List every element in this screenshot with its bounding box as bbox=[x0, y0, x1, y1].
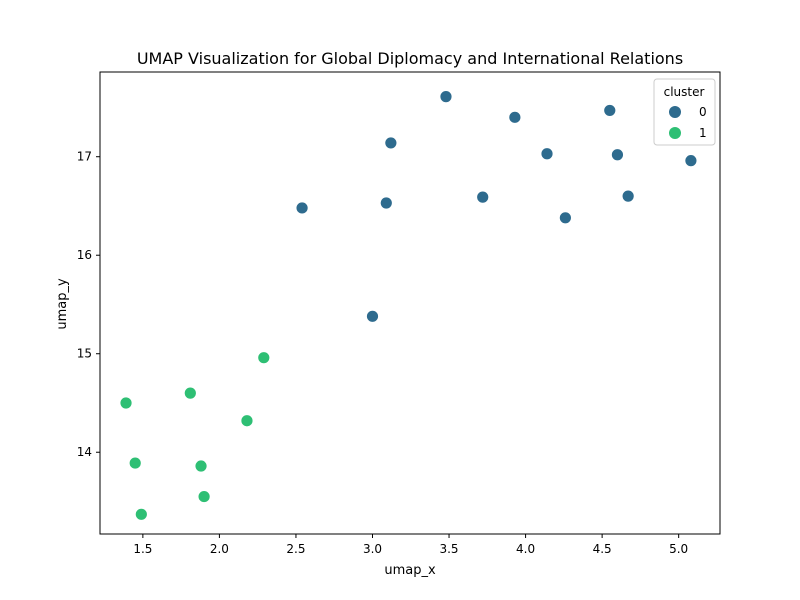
x-tick-label: 3.5 bbox=[439, 542, 458, 556]
y-tick-label: 15 bbox=[77, 347, 92, 361]
data-point-cluster-1 bbox=[240, 414, 254, 428]
y-tick-label: 17 bbox=[77, 150, 92, 164]
plot-frame bbox=[99, 71, 721, 535]
x-tick-label: 3.0 bbox=[363, 542, 382, 556]
legend-box bbox=[653, 78, 716, 146]
x-tick-label: 5.0 bbox=[669, 542, 688, 556]
x-tick-label: 2.5 bbox=[286, 542, 305, 556]
data-point-cluster-0 bbox=[295, 201, 309, 215]
scatter-points bbox=[119, 90, 698, 521]
legend-marker-0 bbox=[669, 106, 681, 118]
x-axis-label: umap_x bbox=[384, 563, 436, 578]
data-point-cluster-0 bbox=[476, 190, 490, 204]
legend: cluster 0 1 bbox=[653, 78, 716, 146]
x-tick-label: 2.0 bbox=[210, 542, 229, 556]
chart-title: UMAP Visualization for Global Diplomacy … bbox=[137, 49, 683, 68]
data-point-cluster-0 bbox=[384, 136, 398, 150]
data-point-cluster-1 bbox=[194, 459, 208, 473]
data-point-cluster-1 bbox=[134, 507, 148, 521]
x-axis: 1.5 2.0 2.5 3.0 3.5 4.0 4.5 5.0 bbox=[133, 534, 688, 556]
data-point-cluster-1 bbox=[183, 386, 197, 400]
plot-area bbox=[99, 71, 721, 535]
data-point-cluster-0 bbox=[508, 110, 522, 124]
x-tick-label: 4.5 bbox=[593, 542, 612, 556]
data-point-cluster-0 bbox=[611, 148, 624, 162]
y-axis: 14 15 16 17 bbox=[77, 150, 100, 459]
legend-marker-1 bbox=[669, 127, 681, 139]
data-point-cluster-1 bbox=[128, 456, 142, 470]
data-point-cluster-1 bbox=[257, 351, 271, 365]
data-point-cluster-0 bbox=[366, 309, 379, 323]
data-point-cluster-0 bbox=[603, 104, 617, 117]
x-tick-label: 1.5 bbox=[133, 542, 152, 556]
data-point-cluster-1 bbox=[119, 396, 133, 410]
legend-label-1: 1 bbox=[699, 126, 707, 140]
data-point-cluster-0 bbox=[540, 147, 554, 161]
legend-label-0: 0 bbox=[699, 105, 707, 119]
data-point-cluster-0 bbox=[379, 196, 393, 210]
legend-title: cluster bbox=[664, 85, 705, 99]
data-point-cluster-0 bbox=[558, 211, 572, 225]
data-point-cluster-0 bbox=[439, 90, 453, 104]
data-point-cluster-0 bbox=[684, 154, 698, 168]
data-point-cluster-0 bbox=[621, 189, 635, 203]
y-tick-label: 14 bbox=[77, 445, 92, 459]
data-point-cluster-1 bbox=[197, 490, 211, 503]
y-tick-label: 16 bbox=[77, 248, 92, 262]
y-axis-label: umap_y bbox=[55, 278, 70, 330]
x-tick-label: 4.0 bbox=[516, 542, 535, 556]
